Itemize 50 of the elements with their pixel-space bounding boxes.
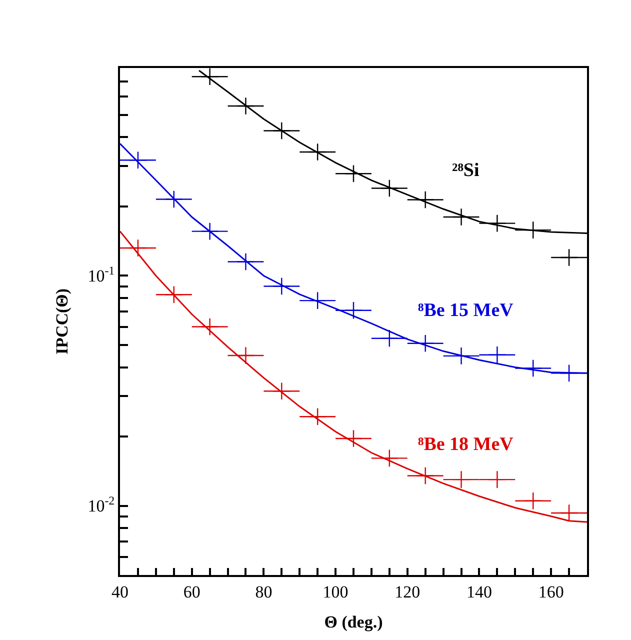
point (452, 470, 470, 489)
series-label: ⁸Be 15 MeV (418, 300, 514, 321)
point (128, 151, 147, 170)
point (128, 239, 147, 257)
point (560, 504, 578, 522)
point (560, 364, 578, 382)
x-tick-label: 80 (255, 582, 272, 602)
x-tick-label: 60 (183, 582, 200, 602)
line-series (120, 230, 587, 523)
point (524, 359, 542, 378)
point (236, 346, 255, 364)
point (200, 318, 219, 336)
point (488, 346, 506, 364)
point (452, 208, 470, 226)
point (488, 470, 506, 489)
x-tick-label: 160 (538, 582, 564, 602)
x-tick-label: 100 (322, 582, 348, 602)
point (200, 222, 219, 240)
point (308, 408, 327, 426)
y-axis-title: IPCC(Θ) (52, 288, 72, 355)
point (272, 122, 291, 140)
x-tick-label: 40 (112, 582, 128, 602)
series-label: ⁸Be 18 MeV (418, 434, 514, 455)
point (560, 248, 578, 267)
point (380, 449, 398, 468)
y-tick-label: 10$^{-2}$ (88, 494, 115, 516)
point (380, 179, 398, 198)
point (272, 277, 291, 296)
point (488, 214, 506, 232)
point (308, 143, 327, 162)
x-tick-label: 140 (466, 582, 492, 602)
point (344, 301, 362, 320)
point (416, 466, 434, 485)
series-label: ²⁸Si (452, 160, 480, 181)
point (344, 164, 362, 183)
point (452, 346, 470, 365)
y-tick-label: 10$^{-1}$ (88, 264, 115, 286)
point (164, 190, 183, 208)
x-tick-label: 120 (394, 582, 420, 602)
point (416, 190, 434, 209)
point (236, 252, 255, 271)
point (272, 382, 291, 400)
point (308, 292, 327, 310)
point (164, 286, 183, 304)
point (344, 430, 362, 448)
point (200, 68, 219, 86)
x-axis-title: Θ (deg.) (324, 612, 383, 632)
point (380, 329, 398, 348)
point (524, 492, 542, 510)
point (236, 96, 255, 115)
